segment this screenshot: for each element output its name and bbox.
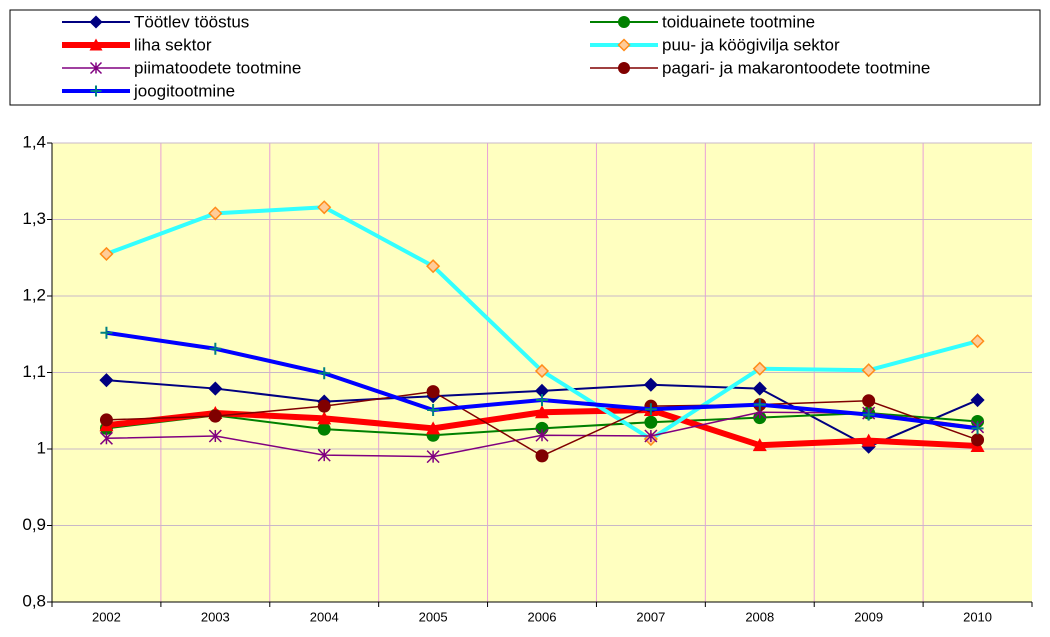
marker: [99, 431, 113, 445]
y-tick-label: 1: [37, 438, 46, 457]
legend-marker: [90, 85, 102, 97]
x-tick-label: 2004: [310, 609, 339, 624]
marker: [209, 342, 222, 355]
marker: [752, 361, 767, 376]
marker: [752, 381, 767, 396]
y-tick-label: 1,1: [22, 362, 46, 381]
legend-marker: [617, 38, 631, 52]
legend-label: puu- ja köögivilja sektor: [662, 35, 840, 54]
legend-label: piimatoodete tootmine: [134, 58, 301, 77]
marker: [535, 428, 549, 442]
marker: [317, 411, 332, 425]
legend-label: Töötlev tööstus: [134, 12, 249, 31]
marker: [753, 398, 766, 411]
legend-marker: [618, 16, 630, 28]
marker: [970, 334, 985, 349]
y-tick-label: 1,2: [22, 285, 46, 304]
marker: [644, 403, 657, 416]
marker: [426, 259, 441, 274]
y-tick-label: 0,8: [22, 591, 46, 610]
marker: [317, 448, 331, 462]
x-tick-label: 2010: [963, 609, 992, 624]
marker: [971, 422, 984, 435]
y-tick-label: 0,9: [22, 515, 46, 534]
marker: [208, 409, 222, 423]
y-tick-label: 1,4: [22, 132, 46, 151]
x-tick-label: 2009: [854, 609, 883, 624]
marker: [862, 408, 875, 421]
legend-label: pagari- ja makarontoodete tootmine: [662, 58, 930, 77]
legend-marker: [89, 15, 103, 29]
marker: [426, 450, 440, 464]
marker: [534, 363, 550, 379]
marker: [535, 405, 549, 419]
marker: [317, 399, 331, 413]
marker: [644, 429, 658, 443]
x-tick-label: 2008: [745, 609, 774, 624]
marker: [99, 413, 113, 427]
marker: [427, 403, 440, 416]
marker: [318, 367, 331, 380]
legend-label: joogitootmine: [133, 81, 235, 100]
marker: [752, 438, 767, 452]
marker: [862, 394, 876, 408]
legend-marker: [618, 62, 630, 74]
x-tick-label: 2005: [419, 609, 448, 624]
y-tick-label: 1,3: [22, 209, 46, 228]
x-tick-label: 2002: [92, 609, 121, 624]
legend-label: liha sektor: [134, 35, 212, 54]
marker: [536, 394, 548, 407]
x-tick-label: 2007: [636, 609, 665, 624]
marker: [861, 363, 876, 378]
x-tick-label: 2003: [201, 609, 230, 624]
marker: [643, 377, 658, 392]
marker: [208, 381, 223, 396]
x-tick-label: 2006: [528, 609, 557, 624]
marker: [971, 433, 985, 447]
legend-label: toiduainete tootmine: [662, 12, 815, 31]
legend-box: [9, 9, 1041, 106]
marker: [208, 206, 223, 221]
marker: [100, 326, 113, 339]
marker: [317, 200, 332, 215]
marker: [99, 373, 114, 388]
marker: [861, 433, 876, 447]
marker: [535, 449, 549, 463]
marker: [426, 385, 440, 399]
legend-marker: [89, 61, 103, 75]
marker: [208, 429, 222, 443]
marker: [644, 415, 658, 429]
marker: [426, 421, 441, 435]
marker: [99, 246, 114, 261]
marker: [317, 422, 331, 436]
marker: [970, 392, 985, 408]
legend-marker: [89, 38, 103, 51]
